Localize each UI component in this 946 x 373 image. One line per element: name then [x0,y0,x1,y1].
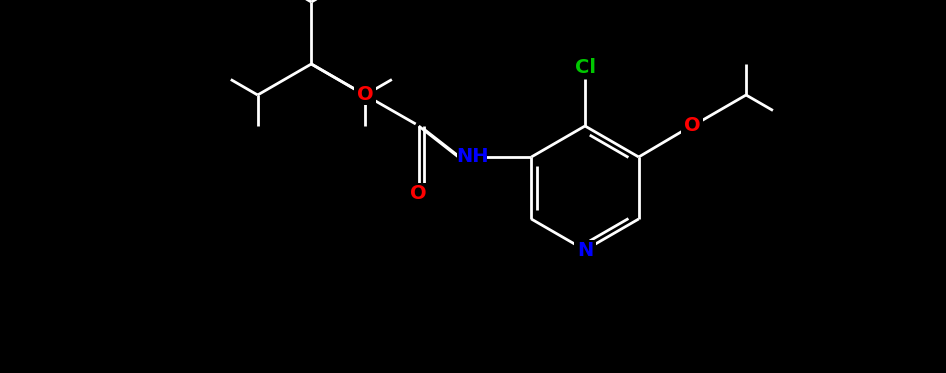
FancyBboxPatch shape [408,183,429,203]
FancyBboxPatch shape [354,85,376,105]
Text: O: O [684,116,701,135]
FancyBboxPatch shape [571,56,599,78]
Text: O: O [411,184,427,203]
FancyBboxPatch shape [458,146,487,168]
Text: NH: NH [456,147,489,166]
Text: Cl: Cl [574,57,595,76]
Text: N: N [577,241,593,260]
Text: O: O [357,85,374,104]
FancyBboxPatch shape [681,116,704,136]
FancyBboxPatch shape [574,240,596,260]
